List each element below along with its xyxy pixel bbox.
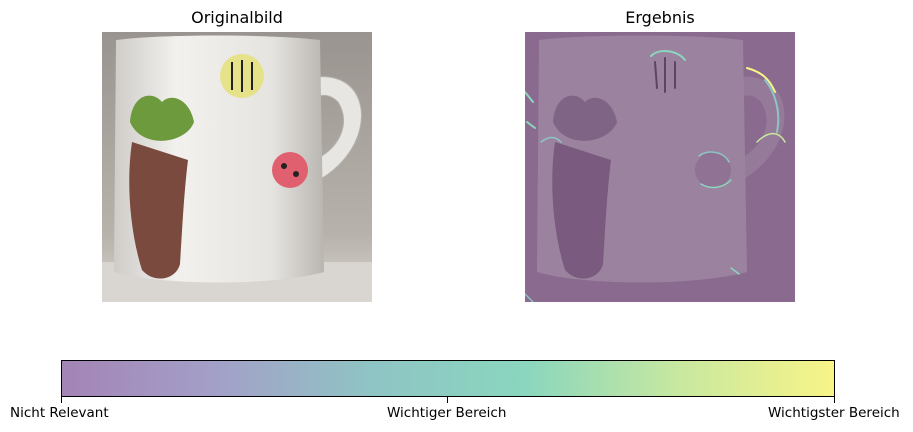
original-image-title: Originalbild [191,8,283,27]
colorbar-tick-end [834,397,835,403]
colorbar-label-low: Nicht Relevant [10,405,109,421]
colorbar-tick-start [61,397,62,403]
colorbar [61,360,835,397]
colorbar-label-high: Wichtigster Bereich [768,405,900,421]
result-image-title: Ergebnis [625,8,695,27]
colorbar-tick-middle [447,397,448,403]
original-image [102,32,372,302]
colorbar-label-mid: Wichtiger Bereich [387,405,507,421]
result-image [525,32,795,302]
